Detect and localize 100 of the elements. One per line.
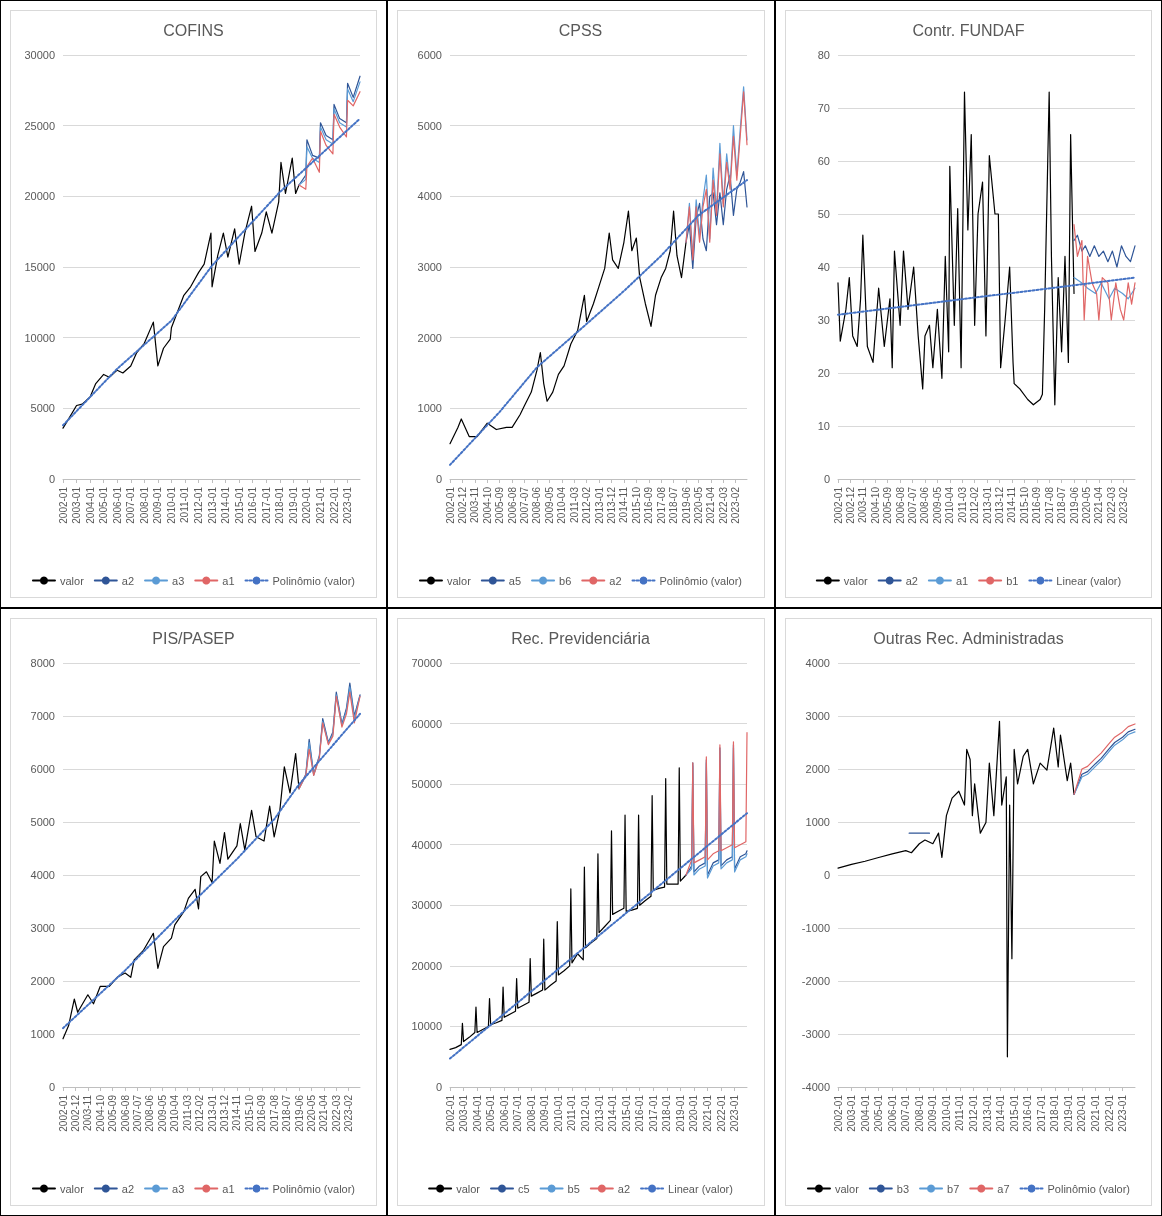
x-tick-label: 2012-02 [581,486,593,524]
x-tick-label: 2002-12 [844,486,856,524]
y-tick-label: 30000 [411,899,443,912]
x-tick-label: 2019-06 [1068,486,1080,524]
x-tick-label: 2012-01 [967,1094,979,1132]
y-tick-label: 80 [817,49,830,61]
x-tick-label: 2022-01 [1103,1094,1115,1132]
x-tick-label: 2022-01 [328,486,340,524]
x-tick-label: 2011-03 [956,486,968,523]
x-tick-label: 2019-01 [675,1094,687,1132]
x-tick-label: 2013-12 [993,486,1005,524]
x-tick-label: 2004-10 [94,1094,106,1132]
x-tick-label: 2019-06 [680,486,692,524]
x-tick-label: 2016-01 [247,486,259,524]
x-tick-label: 2015-10 [631,486,643,524]
legend-label: a1 [222,574,235,587]
y-tick-label: 6000 [417,49,443,61]
x-tick-label: 2002-12 [457,486,469,524]
x-tick-label: 2023-02 [1117,486,1129,524]
y-tick-label: 8000 [30,657,55,669]
y-tick-label: 5000 [30,816,55,828]
y-tick-label: 10000 [24,331,55,344]
x-tick-label: 2005-01 [872,1094,884,1132]
x-tick-label: 2006-08 [119,1094,131,1132]
chart-title: Rec. Previdenciária [511,629,651,647]
y-tick-label: 20 [817,367,830,379]
x-tick-label: 2020-01 [301,486,313,524]
y-tick-label: 2000 [805,763,830,775]
y-tick-label: 0 [436,473,443,485]
x-tick-label: 2016-01 [634,1094,646,1132]
x-tick-label: 2009-05 [156,1094,168,1132]
x-tick-label: 2017-08 [656,486,667,524]
x-tick-label: 2021-04 [1093,486,1105,524]
x-tick-label: 2018-01 [274,486,286,524]
chart-title: Contr. FUNDAF [912,21,1025,39]
y-tick-label: 0 [436,1081,443,1093]
x-tick-label: 2014-11 [1006,486,1018,523]
x-tick-label: 2004-01 [859,1094,871,1132]
legend-label: Polinômio (valor) [272,574,356,587]
x-tick-label: 2005-09 [881,486,893,524]
x-tick-label: 2003-11 [82,1094,94,1131]
x-tick-label: 2013-01 [981,1094,993,1132]
y-tick-label: 15000 [24,261,55,273]
legend-label: a2 [609,574,622,587]
y-tick-label: 5000 [417,119,443,132]
y-tick-label: -3000 [801,1028,830,1040]
y-tick-label: 50000 [411,778,443,791]
x-tick-label: 2018-07 [281,1094,293,1132]
x-tick-label: 2010-01 [553,1094,565,1132]
x-tick-label: 2011-03 [569,486,581,523]
x-tick-label: 2020-01 [688,1094,700,1132]
x-tick-label: 2018-01 [661,1094,673,1132]
x-tick-label: 2011-01 [566,1094,578,1131]
legend-label: valor [456,1182,481,1195]
x-tick-label: 2007-07 [132,1094,144,1132]
legend-label: valor [59,574,85,587]
legend-label: Polinômio (valor) [272,1182,356,1195]
y-tick-label: 60000 [411,717,443,730]
x-tick-label: 2014-11 [618,486,630,523]
x-tick-label: 2012-01 [580,1094,592,1132]
x-tick-label: 2015-01 [1008,1094,1020,1132]
x-tick-label: 2013-01 [593,486,605,524]
x-tick-label: 2002-01 [57,486,69,524]
x-tick-label: 2010-04 [169,1094,181,1132]
x-tick-label: 2004-10 [869,486,881,524]
y-tick-label: 30 [817,314,830,326]
legend-label: Polinômio (valor) [659,574,743,587]
x-tick-label: 2023-01 [342,486,354,524]
legend-label: valor [59,1182,85,1195]
x-tick-label: 2009-05 [931,486,943,524]
x-tick-label: 2021-04 [705,486,717,524]
y-tick-label: 2000 [30,975,55,987]
x-tick-label: 2013-12 [606,486,618,524]
x-tick-label: 2006-01 [111,486,123,524]
x-tick-label: 2007-07 [906,486,918,524]
x-tick-label: 2009-01 [152,486,164,524]
legend-label: b1 [1005,574,1019,587]
legend-label: a3 [172,574,185,587]
x-tick-label: 2022-03 [718,486,730,524]
x-tick-label: 2010-04 [943,486,955,524]
y-tick-label: 50 [817,208,830,220]
x-tick-label: 2021-01 [1089,1094,1101,1132]
x-tick-label: 2012-02 [968,486,980,524]
legend-label: a2 [121,1182,135,1195]
x-tick-label: 2002-01 [832,486,844,524]
x-tick-label: 2010-01 [165,486,177,524]
x-tick-label: 2015-10 [243,1094,255,1132]
x-tick-label: 2007-01 [512,1094,524,1132]
x-tick-label: 2012-01 [193,486,205,524]
x-tick-label: 2002-12 [69,1094,81,1132]
legend-label: a1 [222,1182,235,1195]
legend-label: a7 [996,1182,1010,1195]
x-tick-label: 2017-01 [648,1094,660,1132]
y-tick-label: 25000 [24,119,55,132]
y-tick-label: 0 [48,1081,55,1093]
x-tick-label: 2016-09 [1030,486,1042,524]
x-tick-label: 2008-01 [913,1094,925,1132]
x-tick-label: 2022-03 [330,1094,342,1132]
x-tick-label: 2005-09 [107,1094,119,1132]
legend-label: a2 [905,574,918,587]
